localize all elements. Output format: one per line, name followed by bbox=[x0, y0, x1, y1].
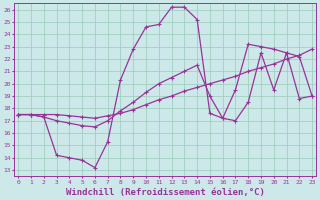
X-axis label: Windchill (Refroidissement éolien,°C): Windchill (Refroidissement éolien,°C) bbox=[66, 188, 265, 197]
